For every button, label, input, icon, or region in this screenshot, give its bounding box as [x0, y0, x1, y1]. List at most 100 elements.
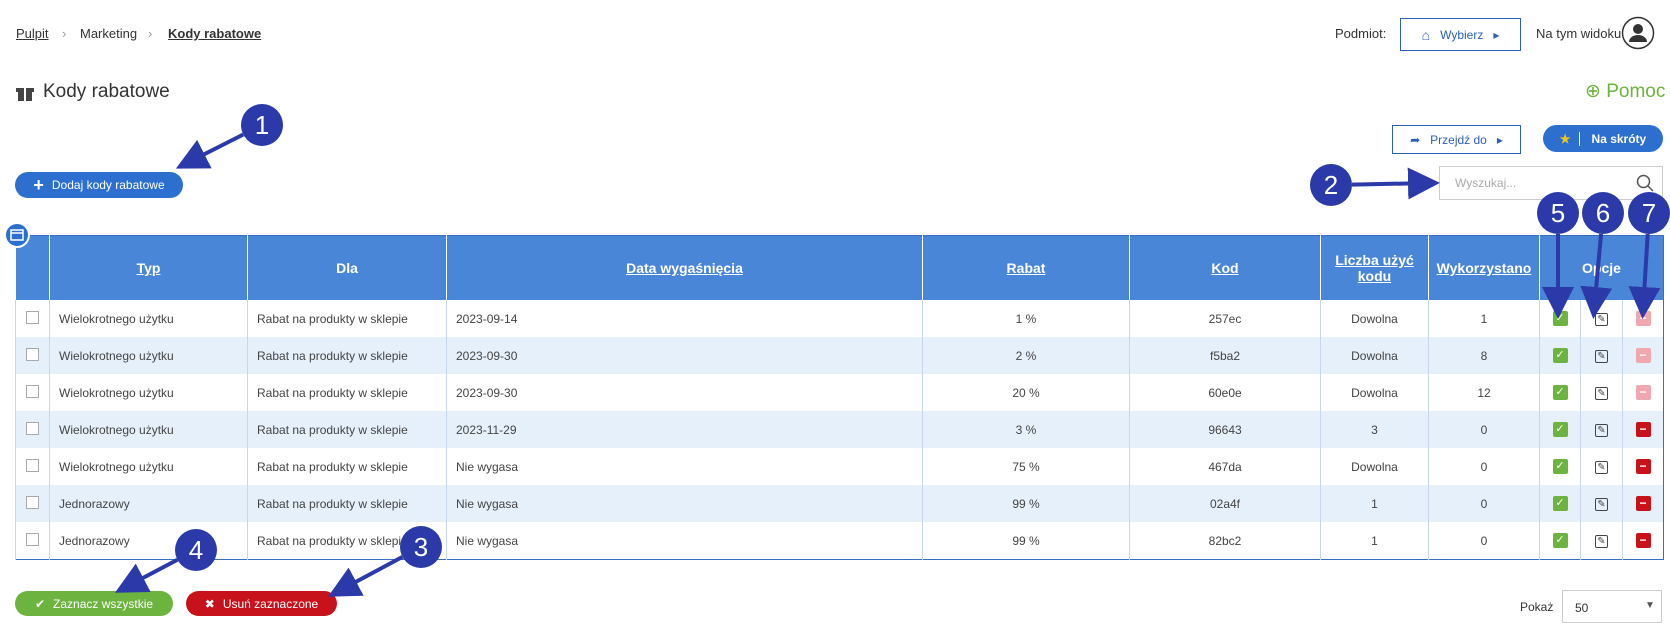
breadcrumb-item[interactable]: Marketing	[80, 26, 138, 41]
table-cell: Nie wygasa	[446, 485, 923, 522]
header-cell[interactable]: Wykorzystano	[1428, 235, 1540, 300]
table-cell: Jednorazowy	[49, 485, 248, 522]
columns-toggle[interactable]	[4, 222, 30, 248]
option-cell: ✎	[1580, 522, 1623, 560]
subject-button[interactable]: ⌂ Wybierz ▸	[1400, 18, 1521, 51]
row-checkbox[interactable]	[26, 384, 39, 398]
table-cell: 1	[1428, 300, 1540, 337]
header-cell[interactable]: Rabat	[922, 235, 1130, 300]
caret: ▼	[1645, 600, 1655, 611]
checkbox-cell	[15, 337, 50, 374]
shortcuts-text: Na skróty	[1578, 131, 1646, 146]
callout-arrow	[114, 558, 179, 593]
option-cell: ✎	[1580, 411, 1623, 448]
table-cell: Nie wygasa	[446, 448, 923, 485]
avatar[interactable]	[1621, 16, 1655, 50]
edit-icon[interactable]: ✎	[1595, 534, 1608, 548]
table-cell: Wielokrotnego użytku	[49, 374, 248, 411]
delete-selected-button[interactable]: ✖ Usuń zaznaczone	[186, 591, 337, 616]
row-checkbox[interactable]	[26, 532, 39, 546]
header-cell[interactable]: Typ	[49, 235, 248, 300]
add-button[interactable]: + Dodaj kody rabatowe	[15, 172, 183, 198]
edit-icon[interactable]: ✎	[1595, 349, 1608, 363]
separator: ›	[148, 26, 153, 41]
table-cell: 257ec	[1129, 300, 1321, 337]
row-checkbox[interactable]	[26, 421, 39, 435]
activate-icon[interactable]: ✓	[1552, 533, 1568, 549]
row-checkbox[interactable]	[26, 458, 39, 472]
table-cell: 3	[1320, 411, 1429, 448]
callout-number: 6	[1596, 198, 1610, 228]
row-checkbox[interactable]	[26, 347, 39, 361]
checkbox-cell	[15, 374, 50, 411]
option-cell: ✎	[1580, 374, 1623, 411]
edit-icon[interactable]: ✎	[1595, 423, 1608, 437]
option-cell: ✓	[1539, 411, 1581, 448]
delete-icon: −	[1635, 348, 1651, 364]
header-cell[interactable]: Kod	[1129, 235, 1321, 300]
callout-arrow	[175, 132, 245, 169]
caret: ▸	[1493, 27, 1500, 42]
callout-number: 3	[414, 532, 428, 562]
table-cell: 20 %	[922, 374, 1130, 411]
table-cell: Dowolna	[1320, 448, 1429, 485]
select-all-button[interactable]: ✔ Zaznacz wszystkie	[15, 591, 173, 616]
table-row: Wielokrotnego użytku Rabat na produkty w …	[15, 448, 1664, 485]
checkbox-cell	[15, 485, 50, 522]
table-cell: 99 %	[922, 485, 1130, 522]
callout-number: 7	[1642, 198, 1656, 228]
table-cell: Rabat na produkty w sklepie	[247, 337, 447, 374]
row-checkbox[interactable]	[26, 495, 39, 509]
table-cell: 96643	[1129, 411, 1321, 448]
activate-icon[interactable]: ✓	[1552, 348, 1568, 364]
option-cell: −	[1622, 522, 1664, 560]
delete-icon[interactable]: −	[1635, 459, 1651, 475]
header-cell[interactable]: Data wygaśnięcia	[446, 235, 923, 300]
table-cell: 1	[1320, 485, 1429, 522]
table-cell: Rabat na produkty w sklepie	[247, 300, 447, 337]
table-cell: 99 %	[922, 522, 1130, 560]
goto-text: Przejdź do	[1430, 132, 1487, 147]
option-cell: −	[1622, 374, 1664, 411]
delete-icon[interactable]: −	[1635, 422, 1651, 438]
activate-icon[interactable]: ✓	[1552, 496, 1568, 512]
breadcrumb-current: Kody rabatowe	[168, 26, 262, 41]
gift-icon	[16, 88, 34, 101]
delete-icon[interactable]: −	[1635, 533, 1651, 549]
table-cell: 2023-11-29	[446, 411, 923, 448]
page-size-value: 50	[1575, 601, 1589, 615]
row-checkbox[interactable]	[26, 310, 39, 324]
option-cell: ✓	[1539, 374, 1581, 411]
callout-badge	[1310, 164, 1352, 206]
option-cell: ✎	[1580, 448, 1623, 485]
activate-icon[interactable]: ✓	[1552, 422, 1568, 438]
table-cell: Wielokrotnego użytku	[49, 300, 248, 337]
help-link[interactable]: ⊕ Pomoc	[1585, 80, 1665, 103]
edit-icon[interactable]: ✎	[1595, 386, 1608, 400]
checkbox-cell	[15, 522, 50, 560]
page-size-select[interactable]: 50 ▼	[1562, 590, 1662, 623]
option-cell: −	[1622, 411, 1664, 448]
select-all-text: Zaznacz wszystkie	[53, 596, 154, 611]
edit-icon[interactable]: ✎	[1595, 460, 1608, 474]
option-cell: ✓	[1539, 485, 1581, 522]
header-cell[interactable]: Liczba użyć kodu	[1320, 235, 1429, 300]
edit-icon[interactable]: ✎	[1595, 497, 1608, 511]
breadcrumb-link[interactable]: Pulpit	[16, 26, 49, 41]
table-row: Wielokrotnego użytku Rabat na produkty w …	[15, 337, 1664, 374]
icon: ➦	[1410, 132, 1421, 147]
table-cell: 75 %	[922, 448, 1130, 485]
checkbox-cell	[15, 300, 50, 337]
caret: ▸	[1496, 132, 1503, 147]
option-cell: ✓	[1539, 448, 1581, 485]
goto-button[interactable]: ➦ Przejdź do ▸	[1392, 125, 1521, 154]
delete-icon: −	[1635, 385, 1651, 401]
table-cell: Rabat na produkty w sklepie	[247, 374, 447, 411]
table-cell: Dowolna	[1320, 300, 1429, 337]
shortcuts-button[interactable]: ★ Na skróty	[1543, 125, 1663, 152]
activate-icon[interactable]: ✓	[1552, 385, 1568, 401]
delete-icon[interactable]: −	[1635, 496, 1651, 512]
page-title: Kody rabatowe	[43, 81, 170, 102]
callout-number: 5	[1551, 198, 1565, 228]
activate-icon[interactable]: ✓	[1552, 459, 1568, 475]
